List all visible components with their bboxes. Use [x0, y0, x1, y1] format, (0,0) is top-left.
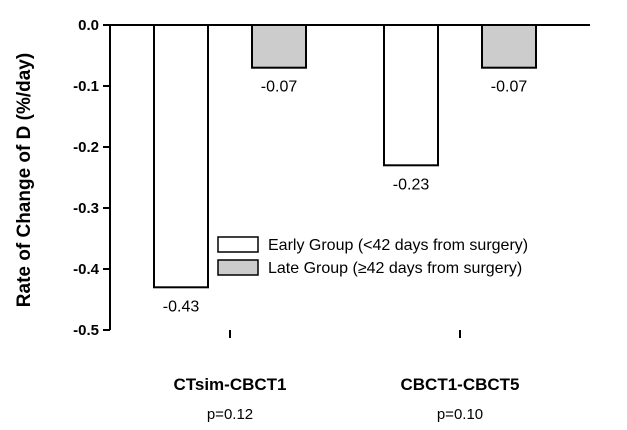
y-tick-label: -0.2 [73, 139, 99, 156]
data-label: -0.43 [163, 298, 200, 315]
legend-entry: Early Group (<42 days from surgery) [268, 237, 528, 254]
legend: Early Group (<42 days from surgery) Late … [217, 236, 528, 277]
bar [251, 24, 307, 69]
data-labels: -0.43 -0.23 -0.07 -0.07 [163, 79, 528, 316]
p-value-label: p=0.12 [207, 406, 253, 423]
legend-swatch [217, 259, 259, 276]
p-value-label: p=0.10 [437, 406, 483, 423]
y-tick-label: 0.0 [78, 17, 99, 34]
data-label: -0.07 [261, 79, 298, 96]
category-labels: CTsim-CBCT1 p=0.12 CBCT1-CBCT5 p=0.10 [173, 375, 519, 423]
y-axis [103, 24, 590, 338]
y-tick-label: -0.5 [73, 322, 99, 339]
y-tick-label: -0.1 [73, 78, 99, 95]
y-tick-label: -0.3 [73, 200, 99, 217]
y-axis-label: Rate of Change of D (%/day) [14, 53, 35, 307]
data-label: -0.07 [491, 79, 528, 96]
bar [153, 24, 209, 289]
y-tick-label: -0.4 [73, 261, 100, 278]
legend-entry: Late Group (≥42 days from surgery) [268, 260, 522, 277]
category-label: CTsim-CBCT1 [173, 375, 286, 394]
bar [383, 24, 439, 167]
y-tick-labels: 0.0 -0.1 -0.2 -0.3 -0.4 -0.5 [73, 17, 100, 339]
category-label: CBCT1-CBCT5 [401, 375, 520, 394]
legend-swatch [217, 236, 259, 253]
data-label: -0.23 [393, 176, 430, 193]
bar [481, 24, 537, 69]
